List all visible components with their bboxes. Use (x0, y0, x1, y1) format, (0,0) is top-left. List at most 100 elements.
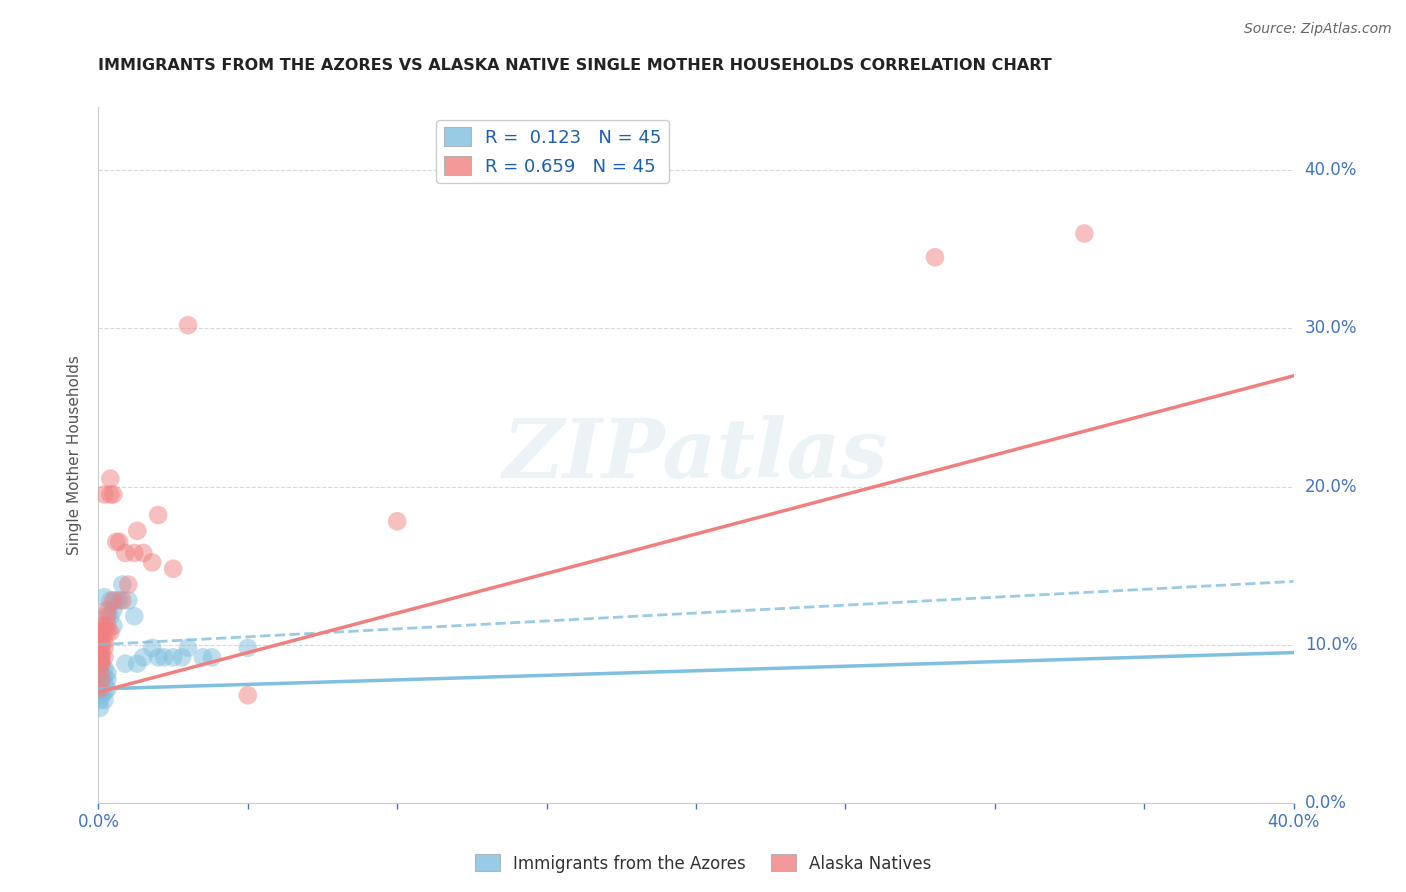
Point (236, 640, 259, 655)
Point (89, 650, 111, 665)
Point (89, 653, 111, 667)
Text: 10.0%: 10.0% (1305, 636, 1357, 654)
Point (96, 618, 118, 632)
Point (111, 577, 134, 591)
Point (117, 593, 139, 607)
Point (148, 508, 170, 522)
Point (127, 657, 149, 671)
Point (98, 609, 122, 624)
Point (90, 657, 112, 671)
Point (132, 546, 155, 560)
Point (89, 634, 111, 648)
Point (89, 677, 111, 691)
Point (98, 593, 122, 607)
Point (93, 634, 115, 648)
Point (90, 618, 112, 632)
Point (90, 666, 112, 681)
Point (98, 472, 122, 486)
Point (172, 650, 194, 665)
Point (103, 487, 125, 501)
Point (93, 677, 115, 691)
Point (96, 625, 118, 640)
Point (108, 534, 131, 549)
Point (89, 657, 111, 671)
Point (114, 546, 136, 560)
Point (93, 618, 115, 632)
Point (177, 640, 200, 655)
Point (93, 669, 115, 683)
Point (89, 681, 111, 696)
Point (93, 661, 115, 675)
Point (98, 487, 122, 501)
Point (162, 562, 184, 576)
Point (90, 688, 112, 702)
Point (132, 650, 155, 665)
Point (90, 673, 112, 687)
Point (103, 593, 125, 607)
Point (89, 646, 111, 660)
Point (124, 546, 146, 560)
Point (93, 693, 115, 707)
Point (124, 609, 146, 624)
Text: 0.0%: 0.0% (1305, 794, 1347, 812)
Point (236, 688, 259, 702)
Point (93, 685, 115, 699)
Point (117, 577, 139, 591)
Point (924, 250, 946, 264)
Point (103, 618, 125, 632)
Point (141, 556, 163, 570)
Point (89, 669, 111, 683)
Point (93, 625, 115, 640)
Point (89, 701, 111, 715)
Point (177, 318, 200, 333)
Point (153, 650, 176, 665)
Point (93, 591, 115, 605)
Text: IMMIGRANTS FROM THE AZORES VS ALASKA NATIVE SINGLE MOTHER HOUSEHOLDS CORRELATION: IMMIGRANTS FROM THE AZORES VS ALASKA NAT… (98, 58, 1052, 73)
Point (191, 650, 214, 665)
Point (96, 681, 118, 696)
Text: 40.0%: 40.0% (1305, 161, 1357, 179)
Point (93, 650, 115, 665)
Legend: Immigrants from the Azores, Alaska Natives: Immigrants from the Azores, Alaska Nativ… (468, 847, 938, 880)
Point (89, 666, 111, 681)
Point (105, 593, 128, 607)
Point (90, 650, 112, 665)
Point (89, 685, 111, 699)
Text: ZIPatlas: ZIPatlas (503, 415, 889, 495)
Point (89, 625, 111, 640)
Legend: R =  0.123   N = 45, R = 0.659   N = 45: R = 0.123 N = 45, R = 0.659 N = 45 (436, 120, 669, 183)
Point (141, 640, 163, 655)
Point (98, 625, 122, 640)
Point (162, 650, 184, 665)
Point (108, 593, 131, 607)
Point (93, 640, 115, 655)
Point (96, 606, 118, 620)
Text: 30.0%: 30.0% (1305, 319, 1357, 337)
Point (127, 524, 149, 538)
Point (93, 487, 115, 501)
Point (148, 650, 170, 665)
Point (90, 681, 112, 696)
Point (114, 657, 136, 671)
Point (111, 593, 134, 607)
Point (385, 514, 409, 528)
Point (89, 640, 111, 655)
Point (90, 625, 112, 640)
Point (89, 661, 111, 675)
Point (96, 673, 118, 687)
Point (90, 657, 112, 671)
Point (1073, 227, 1095, 241)
Point (90, 673, 112, 687)
Point (96, 603, 118, 617)
Point (201, 650, 224, 665)
Text: 20.0%: 20.0% (1305, 477, 1357, 496)
Point (90, 634, 112, 648)
Point (90, 650, 112, 665)
Point (103, 603, 125, 617)
Point (96, 666, 118, 681)
Point (90, 640, 112, 655)
Point (105, 534, 128, 549)
Point (96, 609, 118, 624)
Text: Source: ZipAtlas.com: Source: ZipAtlas.com (1244, 22, 1392, 37)
Y-axis label: Single Mother Households: Single Mother Households (67, 355, 83, 555)
